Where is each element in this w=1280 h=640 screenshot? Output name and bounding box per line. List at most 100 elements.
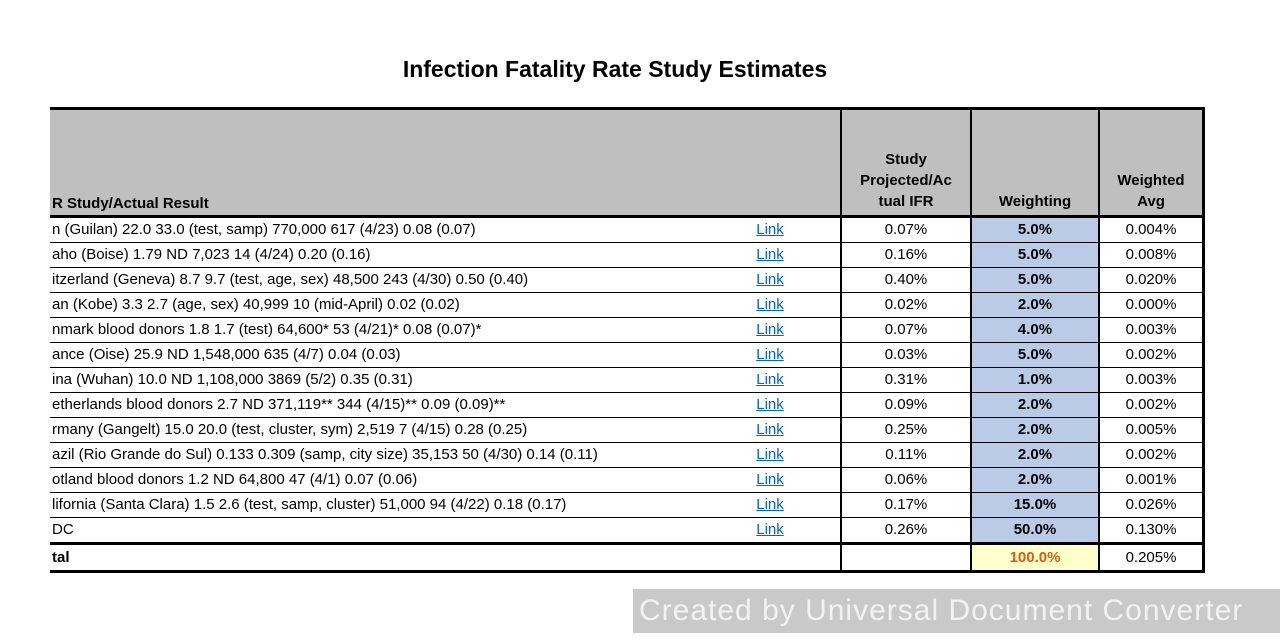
ifr-cell: 0.07% — [840, 218, 970, 242]
ifr-table: R Study/Actual Result Study Projected/Ac… — [50, 107, 1205, 573]
table-row: lifornia (Santa Clara) 1.5 2.6 (test, sa… — [50, 493, 1205, 518]
weighting-cell: 2.0% — [970, 293, 1098, 317]
ifr-cell: 0.26% — [840, 518, 970, 542]
weighting-cell: 5.0% — [970, 343, 1098, 367]
weighting-cell: 1.0% — [970, 368, 1098, 392]
weighted-avg-cell: 0.003% — [1098, 368, 1205, 392]
study-cell: azil (Rio Grande do Sul) 0.133 0.309 (sa… — [50, 443, 840, 467]
study-result-text: an (Kobe) 3.3 2.7 (age, sex) 40,999 10 (… — [52, 296, 460, 313]
study-cell: nmark blood donors 1.8 1.7 (test) 64,600… — [50, 318, 840, 342]
header-weighting: Weighting — [970, 110, 1098, 215]
study-result-text: nmark blood donors 1.8 1.7 (test) 64,600… — [52, 321, 482, 338]
weighting-cell: 5.0% — [970, 218, 1098, 242]
study-link-cell: Link — [730, 518, 840, 542]
study-cell: an (Kobe) 3.3 2.7 (age, sex) 40,999 10 (… — [50, 293, 840, 317]
weighted-avg-cell: 0.020% — [1098, 268, 1205, 292]
study-link[interactable]: Link — [756, 471, 784, 488]
study-result-text: n (Guilan) 22.0 33.0 (test, samp) 770,00… — [52, 221, 476, 238]
ifr-cell: 0.02% — [840, 293, 970, 317]
ifr-cell: 0.07% — [840, 318, 970, 342]
study-cell: itzerland (Geneva) 8.7 9.7 (test, age, s… — [50, 268, 840, 292]
weighted-avg-cell: 0.005% — [1098, 418, 1205, 442]
study-cell: otland blood donors 1.2 ND 64,800 47 (4/… — [50, 468, 840, 492]
study-link[interactable]: Link — [756, 296, 784, 313]
weighted-avg-cell: 0.002% — [1098, 393, 1205, 417]
table-body: n (Guilan) 22.0 33.0 (test, samp) 770,00… — [50, 218, 1205, 543]
study-link[interactable]: Link — [756, 496, 784, 513]
study-link-cell: Link — [730, 318, 840, 342]
study-cell: lifornia (Santa Clara) 1.5 2.6 (test, sa… — [50, 493, 840, 517]
table-row: aho (Boise) 1.79 ND 7,023 14 (4/24) 0.20… — [50, 243, 1205, 268]
study-link-cell: Link — [730, 268, 840, 292]
table-row: DC Link 0.26% 50.0% 0.130% — [50, 518, 1205, 543]
weighting-cell: 4.0% — [970, 318, 1098, 342]
study-link[interactable]: Link — [756, 246, 784, 263]
study-result-text: aho (Boise) 1.79 ND 7,023 14 (4/24) 0.20… — [52, 246, 371, 263]
ifr-cell: 0.17% — [840, 493, 970, 517]
study-result-text: rmany (Gangelt) 15.0 20.0 (test, cluster… — [52, 421, 528, 438]
weighting-cell: 2.0% — [970, 443, 1098, 467]
table-row: otland blood donors 1.2 ND 64,800 47 (4/… — [50, 468, 1205, 493]
weighting-cell: 2.0% — [970, 393, 1098, 417]
ifr-cell: 0.09% — [840, 393, 970, 417]
table-row: nmark blood donors 1.8 1.7 (test) 64,600… — [50, 318, 1205, 343]
study-result-text: ance (Oise) 25.9 ND 1,548,000 635 (4/7) … — [52, 346, 401, 363]
weighted-avg-cell: 0.001% — [1098, 468, 1205, 492]
study-link-cell: Link — [730, 293, 840, 317]
weighting-cell: 2.0% — [970, 418, 1098, 442]
total-row: tal 100.0% 0.205% — [50, 543, 1205, 573]
weighting-cell: 5.0% — [970, 268, 1098, 292]
weighting-cell: 2.0% — [970, 468, 1098, 492]
study-result-text: lifornia (Santa Clara) 1.5 2.6 (test, sa… — [52, 496, 567, 513]
study-cell: ance (Oise) 25.9 ND 1,548,000 635 (4/7) … — [50, 343, 840, 367]
study-cell: DC Link — [50, 518, 840, 542]
study-link[interactable]: Link — [756, 271, 784, 288]
table-row: azil (Rio Grande do Sul) 0.133 0.309 (sa… — [50, 443, 1205, 468]
study-link[interactable]: Link — [756, 396, 784, 413]
weighting-cell: 5.0% — [970, 243, 1098, 267]
study-link[interactable]: Link — [756, 371, 784, 388]
weighted-avg-cell: 0.130% — [1098, 518, 1205, 542]
study-cell: rmany (Gangelt) 15.0 20.0 (test, cluster… — [50, 418, 840, 442]
ifr-cell: 0.40% — [840, 268, 970, 292]
table-row: rmany (Gangelt) 15.0 20.0 (test, cluster… — [50, 418, 1205, 443]
weighted-avg-cell: 0.004% — [1098, 218, 1205, 242]
header-study: R Study/Actual Result — [52, 195, 209, 212]
study-link-cell: Link — [730, 493, 840, 517]
study-link-cell: Link — [730, 418, 840, 442]
study-link[interactable]: Link — [756, 446, 784, 463]
ifr-cell: 0.31% — [840, 368, 970, 392]
study-result-text: etherlands blood donors 2.7 ND 371,119**… — [52, 396, 506, 413]
study-link-cell: Link — [730, 218, 840, 242]
table-row: etherlands blood donors 2.7 ND 371,119**… — [50, 393, 1205, 418]
weighting-cell: 50.0% — [970, 518, 1098, 542]
study-link-cell: Link — [730, 468, 840, 492]
total-label: tal — [52, 549, 70, 566]
weighted-avg-cell: 0.026% — [1098, 493, 1205, 517]
study-result-text: DC — [52, 521, 74, 538]
ifr-cell: 0.06% — [840, 468, 970, 492]
study-link-cell: Link — [730, 368, 840, 392]
study-link[interactable]: Link — [756, 221, 784, 238]
total-ifr-cell — [840, 545, 970, 570]
weighting-cell: 15.0% — [970, 493, 1098, 517]
study-link-cell: Link — [730, 393, 840, 417]
page-title: Infection Fatality Rate Study Estimates — [402, 56, 828, 82]
study-link-cell: Link — [730, 243, 840, 267]
weighted-avg-cell: 0.002% — [1098, 443, 1205, 467]
study-cell: etherlands blood donors 2.7 ND 371,119**… — [50, 393, 840, 417]
table-row: n (Guilan) 22.0 33.0 (test, samp) 770,00… — [50, 218, 1205, 243]
header-ifr: Study Projected/Ac tual IFR — [840, 110, 970, 215]
table-row: an (Kobe) 3.3 2.7 (age, sex) 40,999 10 (… — [50, 293, 1205, 318]
study-link[interactable]: Link — [756, 521, 784, 538]
table-row: ina (Wuhan) 10.0 ND 1,108,000 3869 (5/2)… — [50, 368, 1205, 393]
weighted-avg-cell: 0.003% — [1098, 318, 1205, 342]
study-cell: n (Guilan) 22.0 33.0 (test, samp) 770,00… — [50, 218, 840, 242]
study-link[interactable]: Link — [756, 421, 784, 438]
study-link[interactable]: Link — [756, 346, 784, 363]
ifr-cell: 0.25% — [840, 418, 970, 442]
study-link[interactable]: Link — [756, 321, 784, 338]
study-result-text: otland blood donors 1.2 ND 64,800 47 (4/… — [52, 471, 418, 488]
weighted-avg-cell: 0.008% — [1098, 243, 1205, 267]
study-result-text: azil (Rio Grande do Sul) 0.133 0.309 (sa… — [52, 446, 598, 463]
